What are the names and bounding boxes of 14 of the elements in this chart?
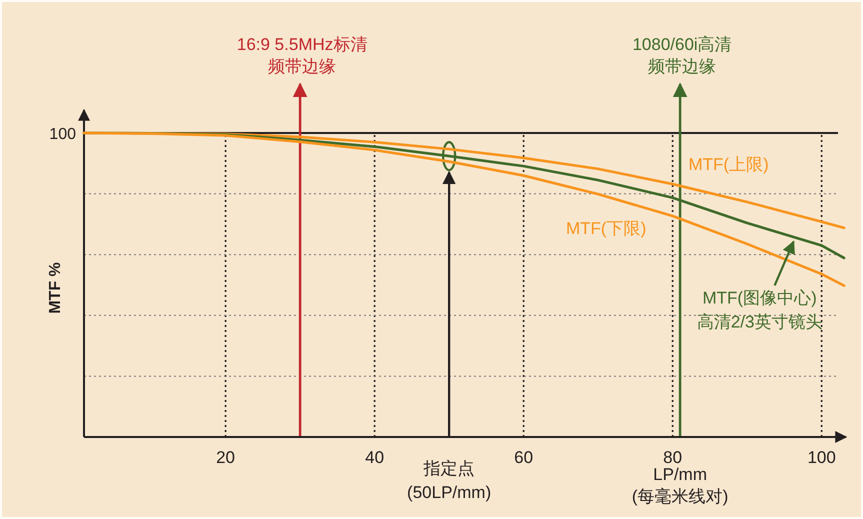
series-label: MTF(下限) [566, 219, 646, 238]
ref-line-label: 100 [49, 126, 76, 143]
text: 16:9 5.5MHz标清频带边缘 [236, 35, 368, 76]
y-axis-title: MTF % [47, 262, 64, 314]
text: MTF(图像中心) 高清2/3英寸镜头 [696, 288, 822, 332]
ref-line-label: 1080/60i高清频带边缘 [632, 35, 732, 76]
x-tick-label: 100 [807, 448, 836, 467]
series-label: MTF(上限) [688, 155, 769, 174]
x-tick-label: 20 [216, 448, 236, 467]
x-tick-label: 40 [365, 448, 384, 467]
x-axis-title: LP/mm (每毫米线对) [632, 465, 728, 506]
x-tick-label: 80 [663, 448, 682, 467]
x-tick-label: 60 [514, 448, 534, 467]
ref-line-label: 指定点 (50LP/mm) [407, 459, 492, 502]
